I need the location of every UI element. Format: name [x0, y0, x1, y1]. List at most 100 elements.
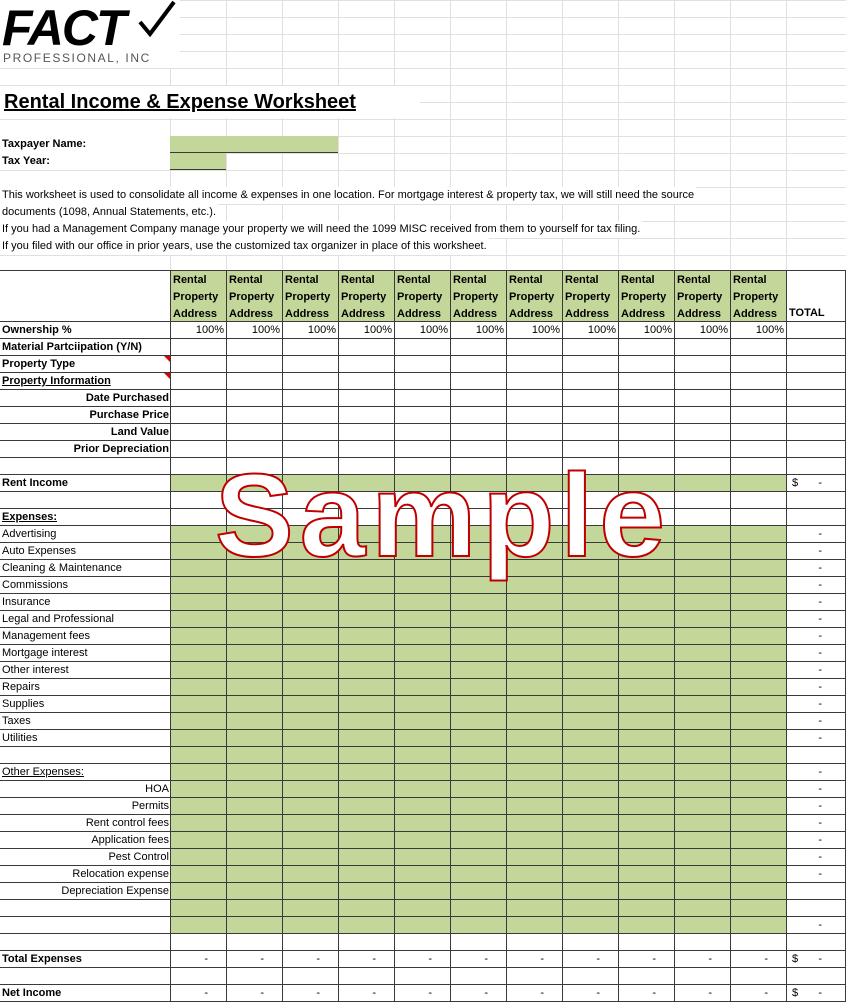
row-cell[interactable] — [562, 406, 619, 424]
row-cell[interactable] — [730, 491, 787, 509]
row-cell[interactable] — [282, 355, 339, 373]
row-cell[interactable] — [170, 355, 227, 373]
row-cell[interactable] — [394, 491, 451, 509]
row-cell[interactable] — [450, 627, 507, 645]
row-cell[interactable] — [618, 797, 675, 815]
row-cell[interactable] — [450, 797, 507, 815]
row-cell[interactable] — [730, 423, 787, 441]
row-cell[interactable] — [730, 899, 787, 917]
row-cell[interactable] — [674, 474, 731, 492]
row-cell[interactable] — [506, 610, 563, 628]
row-cell[interactable] — [394, 355, 451, 373]
row-cell[interactable] — [282, 763, 339, 781]
row-cell[interactable] — [562, 627, 619, 645]
row-cell[interactable] — [506, 644, 563, 662]
row-cell[interactable] — [170, 797, 227, 815]
row-cell[interactable] — [338, 814, 395, 832]
row-cell[interactable] — [730, 440, 787, 458]
row-cell[interactable] — [450, 933, 507, 951]
row-cell[interactable] — [394, 610, 451, 628]
row-cell[interactable] — [674, 372, 731, 390]
row-cell[interactable] — [618, 661, 675, 679]
row-cell[interactable] — [506, 389, 563, 407]
row-cell[interactable] — [450, 678, 507, 696]
row-cell[interactable] — [450, 644, 507, 662]
row-cell[interactable] — [674, 661, 731, 679]
row-cell[interactable] — [618, 559, 675, 577]
row-cell[interactable] — [506, 593, 563, 611]
row-cell[interactable] — [562, 695, 619, 713]
row-cell[interactable] — [394, 967, 451, 985]
row-cell[interactable] — [282, 610, 339, 628]
row-cell[interactable] — [730, 559, 787, 577]
row-cell[interactable] — [506, 508, 563, 526]
row-cell[interactable] — [674, 746, 731, 764]
row-cell[interactable] — [506, 865, 563, 883]
row-cell[interactable] — [674, 576, 731, 594]
row-cell[interactable] — [226, 678, 283, 696]
row-cell[interactable] — [562, 593, 619, 611]
row-cell[interactable] — [618, 695, 675, 713]
row-cell[interactable]: 100% — [618, 321, 675, 339]
row-cell[interactable] — [226, 899, 283, 917]
row-cell[interactable] — [674, 695, 731, 713]
row-cell[interactable] — [674, 916, 731, 934]
row-cell[interactable] — [562, 542, 619, 560]
row-cell[interactable] — [730, 457, 787, 475]
row-cell[interactable] — [674, 338, 731, 356]
row-cell[interactable] — [618, 814, 675, 832]
row-cell[interactable] — [562, 882, 619, 900]
row-cell[interactable] — [674, 355, 731, 373]
row-cell[interactable] — [506, 780, 563, 798]
row-cell[interactable] — [170, 967, 227, 985]
row-cell[interactable] — [730, 576, 787, 594]
row-cell[interactable] — [338, 746, 395, 764]
row-cell[interactable] — [338, 491, 395, 509]
row-cell[interactable] — [226, 933, 283, 951]
row-cell[interactable] — [170, 338, 227, 356]
row-cell[interactable] — [282, 440, 339, 458]
row-cell[interactable] — [450, 491, 507, 509]
row-cell[interactable] — [450, 814, 507, 832]
row-cell[interactable] — [226, 661, 283, 679]
row-cell[interactable] — [338, 882, 395, 900]
row-cell[interactable]: - — [282, 950, 339, 968]
row-cell[interactable] — [170, 389, 227, 407]
row-cell[interactable] — [226, 780, 283, 798]
row-cell[interactable] — [394, 593, 451, 611]
row-cell[interactable]: - — [618, 950, 675, 968]
row-cell[interactable] — [618, 457, 675, 475]
row-cell[interactable] — [450, 967, 507, 985]
row-cell[interactable] — [170, 576, 227, 594]
row-cell[interactable] — [226, 763, 283, 781]
row-cell[interactable] — [506, 372, 563, 390]
row-cell[interactable] — [674, 525, 731, 543]
row-cell[interactable] — [282, 457, 339, 475]
row-cell[interactable] — [226, 712, 283, 730]
row-cell[interactable] — [506, 627, 563, 645]
row-cell[interactable] — [562, 389, 619, 407]
row-cell[interactable] — [226, 559, 283, 577]
row-cell[interactable] — [394, 746, 451, 764]
row-cell[interactable]: - — [618, 984, 675, 1002]
row-cell[interactable] — [730, 661, 787, 679]
row-cell[interactable] — [730, 389, 787, 407]
row-cell[interactable] — [226, 491, 283, 509]
row-cell[interactable] — [338, 389, 395, 407]
row-cell[interactable] — [226, 882, 283, 900]
row-cell[interactable]: - — [674, 984, 731, 1002]
row-cell[interactable] — [394, 933, 451, 951]
row-cell[interactable] — [450, 729, 507, 747]
row-cell[interactable] — [618, 508, 675, 526]
row-cell[interactable] — [674, 797, 731, 815]
row-cell[interactable] — [338, 695, 395, 713]
row-cell[interactable] — [450, 559, 507, 577]
row-cell[interactable] — [394, 372, 451, 390]
row-cell[interactable] — [730, 695, 787, 713]
row-cell[interactable] — [338, 338, 395, 356]
row-cell[interactable] — [730, 933, 787, 951]
row-cell[interactable] — [394, 406, 451, 424]
row-cell[interactable] — [618, 916, 675, 934]
row-cell[interactable] — [730, 882, 787, 900]
row-cell[interactable] — [674, 899, 731, 917]
